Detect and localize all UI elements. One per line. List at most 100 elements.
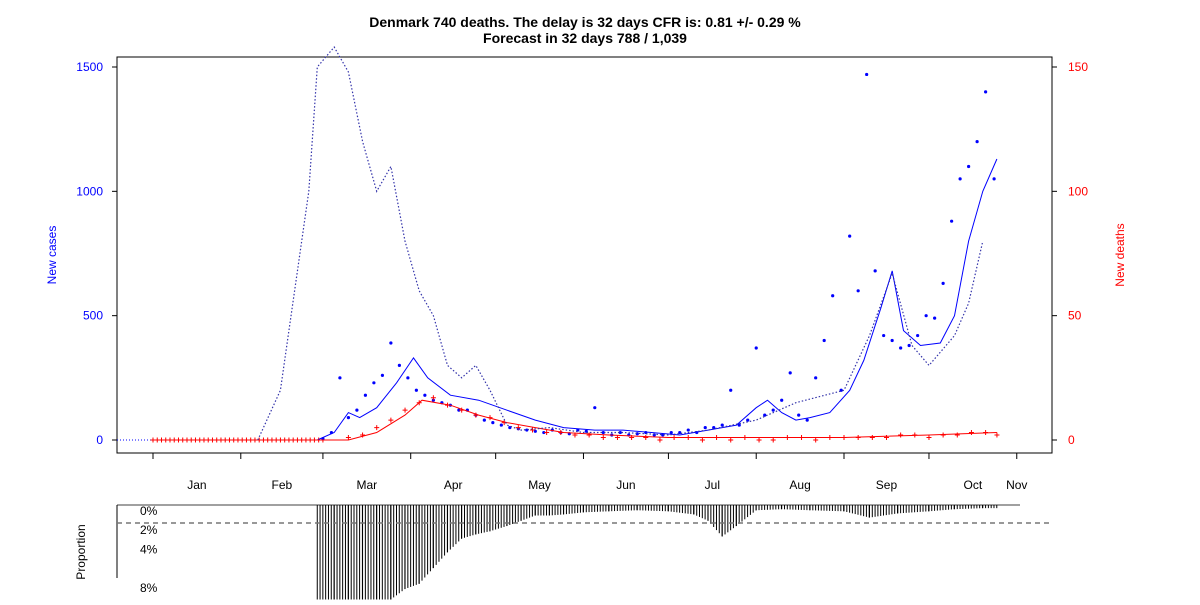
cases-point [933,316,937,320]
deaths-point [699,437,705,443]
y-tick-label: 500 [83,309,103,323]
cases-point [865,72,869,77]
x-tick-label: Sep [876,478,898,492]
cases-point [423,393,427,397]
cases-point [924,314,928,318]
cases-point [338,376,342,380]
y2-tick-label: 50 [1068,309,1082,323]
cases-point [814,376,818,380]
deaths-point [657,437,663,443]
deaths-point [898,432,904,438]
plot-frame [116,56,1053,454]
proportion-tick-label: 4% [140,542,158,556]
cases-point [907,343,911,348]
cases-point [482,418,486,422]
x-tick-label: Apr [444,478,463,492]
cases-point [542,430,546,435]
cases-point [941,281,945,285]
proportion-tick-label: 8% [140,581,158,595]
y-axis-label: New cases [45,226,59,285]
cases-point [763,413,767,417]
series-deaths-smoothed [153,399,997,441]
cases-point [754,346,758,350]
cases-point [703,425,707,430]
cases-point [346,416,351,420]
proportion-bars-group: 0% 2% 4% 8% [116,504,1052,600]
cases-point [389,341,393,345]
cases-point [746,418,750,422]
proportion-tick-label: 2% [140,523,158,537]
axes-group: 0 500 1000 1500 0 50 100 150 Jan Feb Mar Apr May Jun J… [76,60,1088,492]
x-tick-label: Jul [705,478,720,492]
cases-point [916,333,920,338]
cases-point [355,408,359,412]
cases-point [899,346,903,350]
cases-point [593,406,597,410]
cases-point [618,430,622,435]
cases-point [780,398,784,402]
chart-title: Denmark 740 deaths. The delay is 32 days… [369,14,801,30]
deaths-point [994,432,1000,438]
x-tick-label: Oct [964,478,983,492]
series-cases-smoothed [153,158,998,441]
deaths-point [402,407,408,413]
cases-point [372,381,376,385]
cases-point [729,388,733,392]
x-tick-label: Mar [356,478,377,492]
cases-point [678,430,682,435]
x-tick-label: Jan [187,478,206,492]
deaths-point [345,435,351,441]
y-tick-label: 0 [96,433,103,447]
y2-tick-label: 150 [1068,60,1088,74]
cases-point [712,425,716,430]
cases-point [669,430,673,435]
cases-point [975,140,979,144]
cases-point [499,423,503,427]
cases-point [890,338,894,343]
deaths-point [600,435,606,441]
y2-tick-label: 0 [1068,433,1075,447]
deaths-point [926,435,932,441]
deaths-point [586,432,592,438]
cases-point [457,408,461,412]
x-tick-label: May [528,478,551,492]
cases-point [992,177,996,181]
x-tick-label: Jun [616,478,635,492]
x-tick-label: Aug [789,478,810,492]
cases-point [856,289,860,293]
deaths-point [388,417,394,423]
y-tick-label: 1500 [76,60,103,74]
deaths-point [756,437,762,443]
x-tick-label: Nov [1006,478,1027,492]
cases-point [686,428,690,432]
proportion-axis-label: Proportion [74,524,88,579]
cases-point [363,393,367,397]
deaths-point [430,395,436,401]
cases-point [958,177,962,181]
deaths-point [968,430,974,436]
cases-point [601,430,605,435]
cases-point [873,269,877,273]
cases-point [882,333,886,338]
deaths-point [813,437,819,443]
cases-point [805,418,809,422]
deaths-point [643,435,649,441]
cases-point [491,420,495,425]
cases-point [380,373,384,377]
cases-point [771,408,775,412]
cases-point [397,363,401,367]
deaths-point [869,435,875,441]
cases-point [831,294,835,298]
deaths-point [374,425,380,431]
cases-point [406,376,410,380]
series-projection-line [257,46,984,441]
chart-subtitle: Forecast in 32 days 788 / 1,039 [483,30,687,46]
cases-point [414,388,418,392]
deaths-point [770,437,776,443]
cases-point [967,164,971,169]
y-tick-label: 1000 [76,184,103,198]
cases-point [950,219,954,223]
cases-point [737,423,741,427]
